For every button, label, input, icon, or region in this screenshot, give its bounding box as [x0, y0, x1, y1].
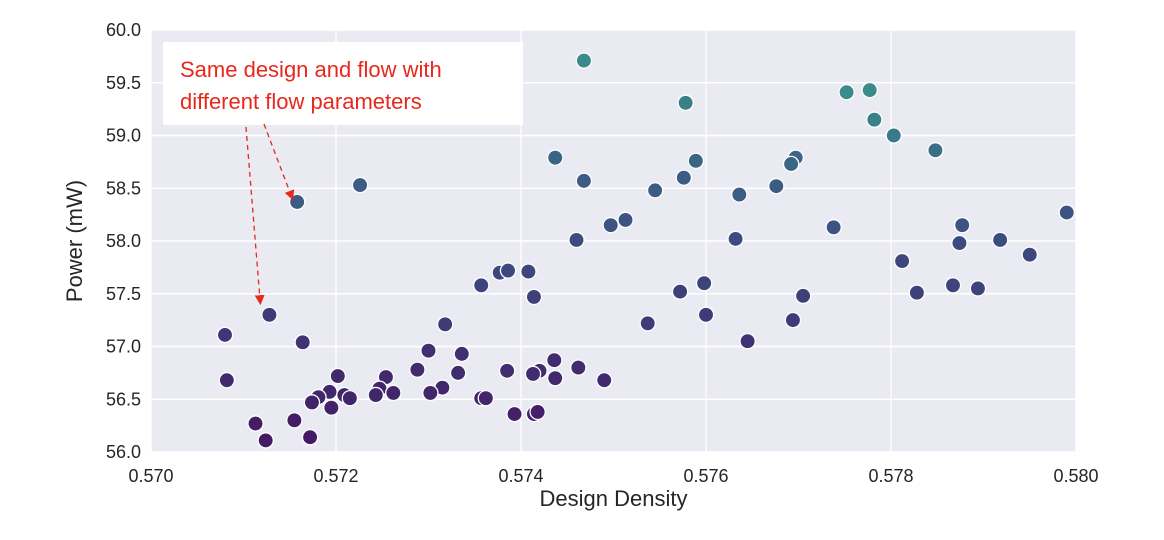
- y-axis-label: Power (mW): [62, 180, 87, 302]
- data-point: [596, 372, 613, 389]
- data-point: [247, 415, 264, 432]
- annotation-text-line-2: different flow parameters: [180, 89, 422, 114]
- y-tick-label: 60.0: [106, 20, 141, 40]
- data-point: [329, 367, 347, 385]
- data-point: [969, 280, 987, 297]
- data-point: [301, 428, 319, 446]
- data-point: [951, 234, 968, 252]
- x-tick-label: 0.576: [683, 466, 728, 486]
- y-tick-label: 58.5: [106, 178, 141, 198]
- data-point: [257, 432, 274, 449]
- data-point: [727, 230, 744, 248]
- data-point: [861, 81, 878, 99]
- data-point: [472, 277, 490, 294]
- data-point: [893, 252, 911, 270]
- data-point: [927, 142, 944, 159]
- data-point: [303, 394, 321, 411]
- data-point: [944, 277, 962, 294]
- data-point: [436, 316, 454, 333]
- y-tick-label: 57.0: [106, 337, 141, 357]
- x-tick-label: 0.570: [128, 466, 173, 486]
- data-point: [825, 219, 842, 236]
- data-point: [385, 384, 402, 402]
- data-point: [453, 345, 471, 363]
- data-point: [546, 149, 564, 166]
- data-point: [367, 386, 385, 404]
- y-tick-label: 58.0: [106, 231, 141, 251]
- data-point: [568, 231, 585, 249]
- data-point: [953, 216, 971, 234]
- data-point: [991, 231, 1009, 249]
- data-point: [575, 172, 593, 190]
- data-point: [216, 326, 234, 344]
- data-point: [866, 111, 883, 128]
- data-point: [323, 399, 340, 416]
- data-point: [525, 288, 543, 306]
- annotation: Same design and flow with different flow…: [163, 42, 523, 306]
- y-tick-label: 59.5: [106, 73, 141, 93]
- annotation-text-line-1: Same design and flow with: [180, 57, 442, 82]
- data-point: [687, 152, 705, 170]
- data-point: [1021, 246, 1039, 263]
- data-point: [575, 52, 593, 69]
- data-point: [602, 216, 619, 234]
- data-point: [908, 284, 926, 301]
- data-point: [261, 306, 278, 324]
- data-point: [675, 169, 693, 186]
- data-point: [499, 262, 517, 279]
- x-tick-label: 0.580: [1053, 466, 1098, 486]
- data-point: [286, 412, 303, 429]
- data-point: [838, 83, 855, 101]
- data-point: [420, 342, 437, 359]
- data-point: [697, 306, 715, 324]
- x-tick-label: 0.572: [313, 466, 358, 486]
- data-point: [351, 176, 369, 194]
- data-point: [449, 364, 467, 382]
- data-point: [639, 315, 656, 332]
- data-point: [524, 365, 542, 383]
- data-point: [784, 311, 802, 329]
- data-point: [794, 287, 812, 305]
- data-point: [477, 389, 495, 407]
- data-point: [768, 177, 785, 195]
- data-point: [288, 193, 306, 211]
- data-point: [546, 351, 563, 369]
- y-tick-label: 57.5: [106, 284, 141, 304]
- data-point: [782, 155, 800, 173]
- data-point: [506, 405, 523, 423]
- annotation-box: [163, 42, 523, 125]
- data-point: [409, 361, 426, 378]
- axis-ticks: 0.570 0.572 0.574 0.576 0.578 0.580 56.0 56.5 57…: [106, 20, 1099, 486]
- x-tick-label: 0.574: [498, 466, 543, 486]
- annotation-arrow: [245, 126, 265, 306]
- data-point: [294, 334, 311, 351]
- data-points: [216, 52, 1076, 449]
- data-point: [671, 283, 689, 300]
- y-tick-label: 56.0: [106, 442, 141, 462]
- y-tick-label: 59.0: [106, 126, 141, 146]
- data-point: [218, 372, 236, 389]
- data-point: [546, 369, 564, 387]
- data-point: [677, 94, 694, 112]
- data-point: [695, 274, 713, 292]
- data-point: [341, 389, 359, 407]
- data-point: [570, 359, 587, 376]
- data-point: [617, 211, 634, 229]
- data-point: [739, 332, 756, 350]
- x-axis-label: Design Density: [540, 486, 688, 511]
- y-tick-label: 56.5: [106, 389, 141, 409]
- data-point: [885, 127, 903, 144]
- data-point: [731, 186, 748, 203]
- x-tick-label: 0.578: [868, 466, 913, 486]
- annotation-arrow: [263, 123, 295, 201]
- data-point: [520, 263, 537, 280]
- data-point: [1058, 204, 1076, 221]
- data-point: [498, 362, 516, 380]
- data-point: [529, 403, 546, 421]
- data-point: [646, 182, 664, 199]
- data-point: [422, 384, 439, 402]
